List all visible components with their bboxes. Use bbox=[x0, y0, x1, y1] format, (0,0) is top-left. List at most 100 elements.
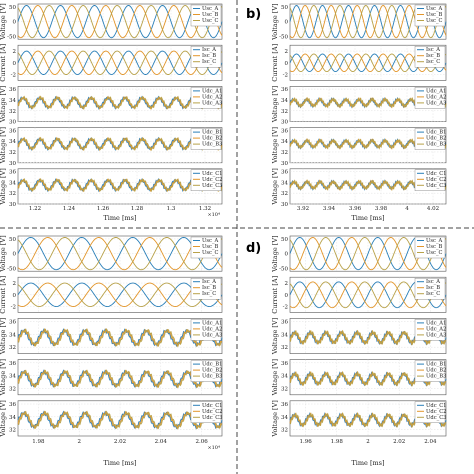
legend-entry: Udc_B3 bbox=[426, 374, 446, 380]
y-tick-label: 36 bbox=[281, 87, 288, 93]
y-tick-label: 50 bbox=[281, 5, 288, 11]
series-line-Isc_B bbox=[17, 282, 223, 307]
plot-area bbox=[17, 318, 223, 354]
legend-entry: Isc_C bbox=[202, 291, 216, 297]
y-tick-label: 0 bbox=[13, 293, 17, 299]
legend-entry: Usc_C bbox=[202, 18, 219, 24]
legend-entry: Usc_A bbox=[426, 6, 443, 12]
legend-entry: Usc_A bbox=[202, 6, 219, 12]
y-axis-label: Current [A] bbox=[0, 276, 7, 314]
series-line-Udc_C3 bbox=[17, 410, 223, 430]
y-axis-label: Voltage [V] bbox=[0, 400, 7, 437]
legend-entry: Usc_C bbox=[426, 250, 443, 256]
y-tick-label: -2 bbox=[11, 73, 16, 79]
y-tick-label: 34 bbox=[9, 415, 16, 421]
legend-entry: Isc_B bbox=[426, 285, 440, 291]
y-tick-label: 36 bbox=[281, 128, 288, 134]
y-tick-label: 50 bbox=[281, 237, 288, 243]
legend-entry: Isc_A bbox=[426, 47, 440, 53]
x-tick-label: 2.04 bbox=[424, 439, 437, 445]
x-tick-label: 1.98 bbox=[32, 439, 45, 445]
y-tick-label: -50 bbox=[7, 266, 16, 272]
y-tick-label: 32 bbox=[9, 109, 16, 115]
y-tick-label: 32 bbox=[281, 191, 288, 197]
x-tick-label: 2.02 bbox=[114, 439, 126, 445]
y-tick-label: 34 bbox=[281, 415, 288, 421]
y-tick-label: -2 bbox=[11, 305, 16, 311]
legend-entry: Udc_C2 bbox=[202, 409, 222, 415]
x-tick-label: 1.32 bbox=[199, 206, 211, 212]
series-line-Usc_A bbox=[17, 5, 223, 39]
legend-entry: Udc_C3 bbox=[202, 415, 222, 421]
y-tick-label: 36 bbox=[9, 402, 16, 408]
series-line-Isc_A bbox=[17, 50, 223, 75]
legend-entry: Udc_C1 bbox=[426, 171, 446, 177]
legend-entry: Udc_C2 bbox=[426, 409, 446, 415]
y-tick-label: 36 bbox=[281, 170, 288, 176]
y-axis-label: Voltage [V] bbox=[271, 127, 279, 164]
legend-entry: Udc_A2 bbox=[202, 94, 222, 100]
legend-entry: Udc_B2 bbox=[202, 136, 222, 142]
x-exponent-label: ×10⁴ bbox=[207, 212, 220, 218]
x-exponent-label: ×10⁴ bbox=[207, 445, 220, 451]
y-axis-label: Current [A] bbox=[271, 44, 279, 82]
y-tick-label: 30 bbox=[9, 202, 16, 208]
y-tick-label: 32 bbox=[9, 345, 16, 351]
x-tick-label: 3.92 bbox=[297, 206, 309, 212]
legend-entry: Udc_B3 bbox=[426, 142, 446, 148]
y-tick-label: 34 bbox=[281, 374, 288, 380]
y-tick-label: -2 bbox=[283, 305, 288, 311]
y-tick-label: 36 bbox=[9, 128, 16, 134]
legend-entry: Udc_B2 bbox=[426, 136, 446, 142]
y-tick-label: 34 bbox=[281, 139, 288, 145]
legend-entry: Udc_C2 bbox=[202, 177, 222, 183]
y-tick-label: 36 bbox=[281, 320, 288, 326]
y-tick-label: 34 bbox=[9, 139, 16, 145]
legend-entry: Isc_A bbox=[202, 279, 216, 285]
y-tick-label: 0 bbox=[13, 20, 17, 26]
y-tick-label: 34 bbox=[281, 98, 288, 104]
series-line-Udc_B1 bbox=[17, 136, 223, 152]
x-tick-label: 1.96 bbox=[299, 439, 312, 445]
y-tick-label: 36 bbox=[281, 361, 288, 367]
y-axis-label: Current [A] bbox=[0, 44, 7, 82]
y-tick-label: 32 bbox=[9, 150, 16, 156]
y-axis-label: Voltage [V] bbox=[271, 168, 279, 205]
legend-entry: Udc_A3 bbox=[426, 332, 446, 338]
x-tick-label: 2.02 bbox=[393, 439, 405, 445]
legend-entry: Udc_B1 bbox=[202, 130, 222, 136]
y-tick-label: 34 bbox=[9, 180, 16, 186]
series-line-Udc_A3 bbox=[17, 95, 223, 110]
y-axis-label: Voltage [V] bbox=[271, 359, 279, 396]
y-tick-label: 36 bbox=[9, 87, 16, 93]
y-tick-label: -50 bbox=[279, 34, 288, 40]
x-tick-label: 3.98 bbox=[375, 206, 388, 212]
legend-entry: Udc_A1 bbox=[202, 88, 222, 94]
y-axis-label: Voltage [V] bbox=[0, 235, 7, 272]
y-axis-label: Voltage [V] bbox=[271, 400, 279, 437]
series-line-Usc_C bbox=[17, 237, 223, 271]
y-tick-label: 30 bbox=[9, 161, 16, 167]
series-line-Udc_A3 bbox=[17, 328, 223, 348]
x-tick-label: 1.28 bbox=[131, 206, 144, 212]
x-axis-label: Time [ms] bbox=[351, 214, 384, 222]
legend-entry: Udc_A1 bbox=[426, 88, 446, 94]
x-axis-label: Time [ms] bbox=[351, 459, 384, 467]
legend-entry: Udc_C2 bbox=[426, 177, 446, 183]
y-tick-label: 32 bbox=[281, 150, 288, 156]
series-line-Isc_C bbox=[289, 281, 447, 309]
